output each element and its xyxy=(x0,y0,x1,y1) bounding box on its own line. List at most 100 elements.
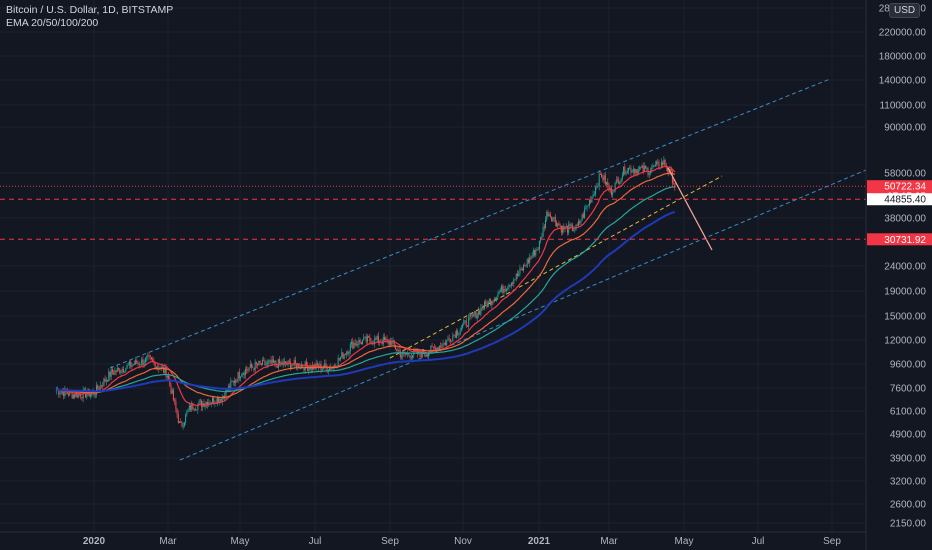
candle-body xyxy=(619,181,621,184)
candle-body xyxy=(587,205,589,207)
candle-body xyxy=(514,279,516,281)
candle-body xyxy=(77,393,79,398)
candle-body xyxy=(344,354,346,356)
candle-body xyxy=(174,399,176,401)
y-tick-label: 12000.00 xyxy=(884,336,926,347)
channel-upper xyxy=(109,78,831,369)
candle-body xyxy=(164,367,166,373)
candle-body xyxy=(657,161,659,163)
candle-body xyxy=(308,367,310,371)
candle-body xyxy=(288,360,290,363)
candle-body xyxy=(466,326,468,327)
candle-body xyxy=(607,182,609,186)
candle-body xyxy=(398,350,400,352)
candle-body xyxy=(492,301,494,303)
candle-body xyxy=(457,330,459,335)
candle-body xyxy=(338,358,340,360)
candle-body xyxy=(135,360,137,365)
candle-body xyxy=(279,359,281,364)
candle-body xyxy=(276,364,278,368)
candle-body xyxy=(97,385,99,390)
candle-body xyxy=(448,338,450,340)
candle-body xyxy=(111,369,113,373)
candle-body xyxy=(270,360,272,364)
candle-body xyxy=(401,356,403,358)
candle-body xyxy=(486,303,488,308)
candle-body xyxy=(263,360,265,361)
candle-body xyxy=(114,370,116,375)
candle-body xyxy=(119,368,121,374)
candle-body xyxy=(294,360,296,364)
candle-body xyxy=(186,412,188,415)
candle-body xyxy=(353,342,355,349)
candle-body xyxy=(551,216,553,222)
candle-body xyxy=(530,257,532,259)
ema-line-50 xyxy=(56,172,676,399)
candle-body xyxy=(285,361,287,365)
candle-body xyxy=(176,408,178,415)
candle-body xyxy=(656,161,658,165)
x-tick-label: May xyxy=(231,536,250,547)
currency-button[interactable]: USD xyxy=(889,3,921,18)
candle-body xyxy=(183,422,185,427)
candle-body xyxy=(120,371,122,374)
candle-body xyxy=(585,208,587,210)
candle-body xyxy=(487,300,489,308)
candle-body xyxy=(452,335,454,342)
candle-body xyxy=(612,192,614,195)
candle-body xyxy=(413,349,415,355)
candle-body xyxy=(213,397,215,404)
projection-line xyxy=(667,167,713,251)
candle-body xyxy=(531,255,533,258)
candle-body xyxy=(588,199,590,206)
y-tick-label: 180000.00 xyxy=(879,52,927,63)
candle-body xyxy=(325,363,327,367)
candle-body xyxy=(471,314,473,316)
candle-body xyxy=(271,359,273,364)
x-tick-label: Nov xyxy=(454,536,472,547)
candle-body xyxy=(226,389,228,391)
candle-body xyxy=(617,179,619,181)
candle-body xyxy=(354,342,356,346)
candle-body xyxy=(331,368,333,370)
candle-body xyxy=(604,175,606,185)
candle-body xyxy=(455,330,457,338)
candle-body xyxy=(521,269,523,271)
candle-body xyxy=(430,345,432,353)
candle-body xyxy=(76,392,78,398)
symbol-title: Bitcoin / U.S. Dollar, 1D, BITSTAMP xyxy=(6,4,174,16)
candle-body xyxy=(249,364,251,369)
ema-lines xyxy=(56,165,713,407)
candle-body xyxy=(592,194,594,197)
candle-body xyxy=(161,366,163,368)
candle-body xyxy=(420,353,422,357)
candle-body xyxy=(324,363,326,368)
candle-body xyxy=(482,309,484,310)
candle-body xyxy=(662,162,664,166)
candle-body xyxy=(512,282,514,284)
candle-body xyxy=(204,404,206,407)
candle-body xyxy=(563,225,565,230)
candle-body xyxy=(484,301,486,310)
candle-body xyxy=(453,334,455,336)
candle-body xyxy=(576,224,578,226)
y-tick-label: 3900.00 xyxy=(890,454,927,465)
candle-body xyxy=(577,221,579,226)
candle-body xyxy=(103,378,105,387)
candle-body xyxy=(179,421,181,423)
candle-body xyxy=(447,338,449,341)
candle-body xyxy=(383,337,385,340)
candle-body xyxy=(425,354,427,356)
candle-body xyxy=(94,394,96,396)
candle-body xyxy=(115,370,117,372)
candle-body xyxy=(424,353,426,355)
candle-body xyxy=(437,347,439,350)
candle-body xyxy=(194,409,196,411)
candle-body xyxy=(104,378,106,382)
candle-body xyxy=(131,365,133,367)
candle-body xyxy=(508,284,510,288)
candle-body xyxy=(148,355,150,357)
candle-body xyxy=(510,282,512,286)
